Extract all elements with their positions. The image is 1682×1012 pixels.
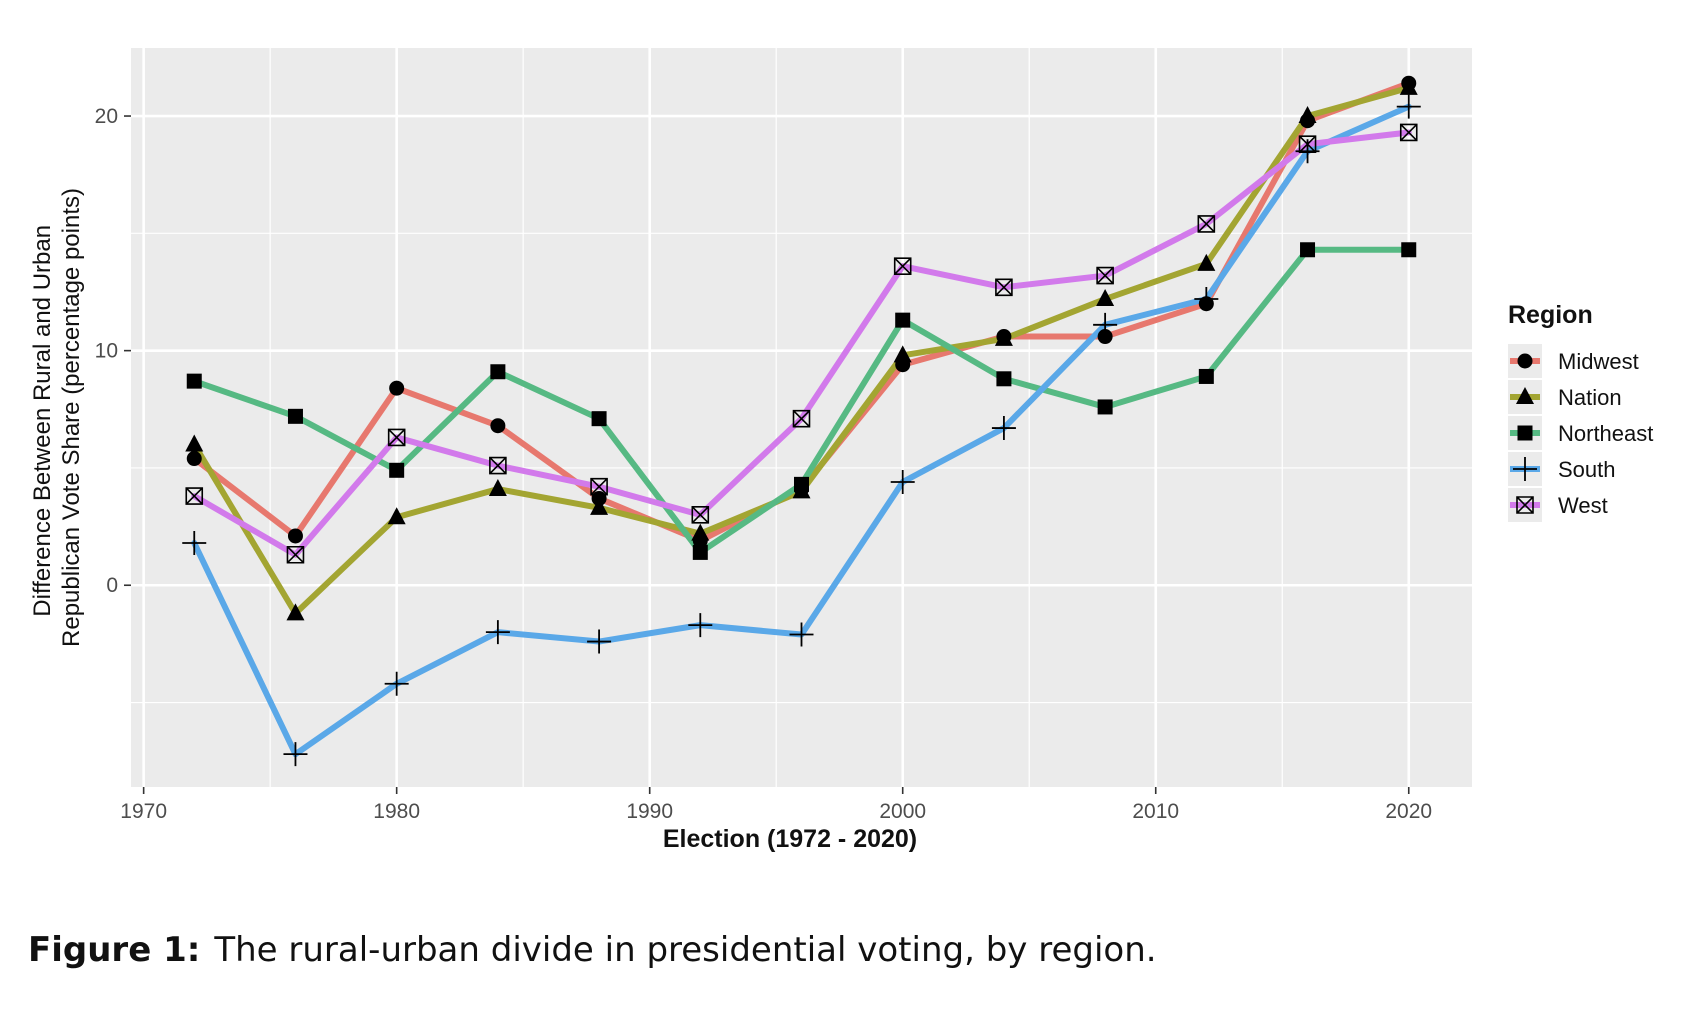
point-nation [1399,77,1418,95]
point-south [587,629,612,654]
point-south [384,671,409,696]
point-south [890,470,915,495]
point-south [1396,94,1421,119]
point-west [792,409,811,428]
point-south [182,531,207,556]
point-nation [185,434,204,452]
point-northeast [692,544,708,560]
point-nation [691,523,710,541]
x-tick-label: 2010 [1132,800,1179,823]
point-northeast [895,312,911,328]
point-west [1298,135,1317,153]
point-west [995,278,1013,297]
point-midwest [287,528,303,544]
point-south [283,742,308,767]
legend-marker-nation [1516,387,1534,404]
point-west [185,487,204,505]
y-tick-label: 0 [106,574,118,597]
point-northeast [490,364,506,380]
point-nation [1096,289,1115,307]
legend-marker-west [1516,496,1534,514]
legend-marker-midwest [1517,353,1533,369]
x-tick-label: 1990 [626,800,673,823]
legend-label-northeast: Northeast [1558,421,1653,446]
point-south [688,613,713,638]
caption-label: Figure 1: [28,930,201,970]
point-nation [286,603,305,621]
point-nation [1298,106,1317,124]
point-south [1093,312,1118,337]
point-west [1096,266,1114,285]
legend-label-west: West [1558,493,1608,518]
point-midwest [186,451,202,467]
legend-marker-northeast [1517,425,1533,441]
point-northeast [996,371,1012,387]
point-northeast [794,476,809,492]
point-northeast [591,411,607,427]
point-northeast [389,462,405,478]
series-markers [182,75,1421,767]
point-west [1399,123,1418,142]
point-south [991,416,1016,441]
point-nation [590,497,609,515]
legend-label-south: South [1558,457,1616,482]
point-nation [893,345,912,363]
x-tick-label: 1980 [373,800,420,823]
caption-text: The rural-urban divide in presidential v… [214,930,1157,970]
point-northeast [1198,368,1214,384]
point-nation [1197,253,1216,271]
point-west [387,428,406,447]
y-tick-label: 20 [95,105,118,128]
y-tick-label: 10 [95,340,118,363]
x-axis-title: Election (1972 - 2020) [663,825,917,853]
legend-title: Region [1508,301,1593,329]
point-midwest [490,418,506,434]
point-nation [488,479,507,497]
y-axis-title-line-2: Republican Vote Share (percentage points… [58,188,85,647]
legend-marker-south [1513,457,1537,481]
point-midwest [389,380,405,396]
y-axis-title: Difference Between Rural and Urban Repub… [29,188,85,647]
figure-caption: Figure 1: The rural-urban divide in presi… [28,930,1157,970]
point-northeast [186,373,202,389]
point-northeast [1097,399,1113,415]
point-west [691,506,710,524]
point-west [489,456,507,475]
point-northeast [1300,242,1316,258]
point-northeast [1401,242,1417,258]
x-tick-label: 2020 [1385,800,1432,823]
x-tick-label: 1970 [120,800,167,823]
point-west [590,477,608,496]
line-chart: 1970 1980 1990 2000 2010 2020 0 10 20 Election (… [29,48,1653,853]
point-west [286,545,305,564]
point-nation [387,507,406,525]
legend-label-nation: Nation [1558,385,1622,410]
point-nation [994,328,1013,346]
point-south [485,620,510,645]
legend: Region Midwest Nation Northeast South West [1508,301,1653,522]
point-south [789,622,814,647]
point-northeast [287,408,303,424]
legend-label-midwest: Midwest [1558,349,1639,374]
minor-gridlines [131,48,1472,787]
point-west [1197,215,1216,233]
axes: 1970 1980 1990 2000 2010 2020 0 10 20 [95,105,1432,823]
x-tick-label: 2000 [879,800,926,823]
major-gridlines [131,48,1472,787]
point-south [1194,287,1219,312]
y-axis-title-line-1: Difference Between Rural and Urban [29,225,56,617]
point-west [893,257,912,275]
